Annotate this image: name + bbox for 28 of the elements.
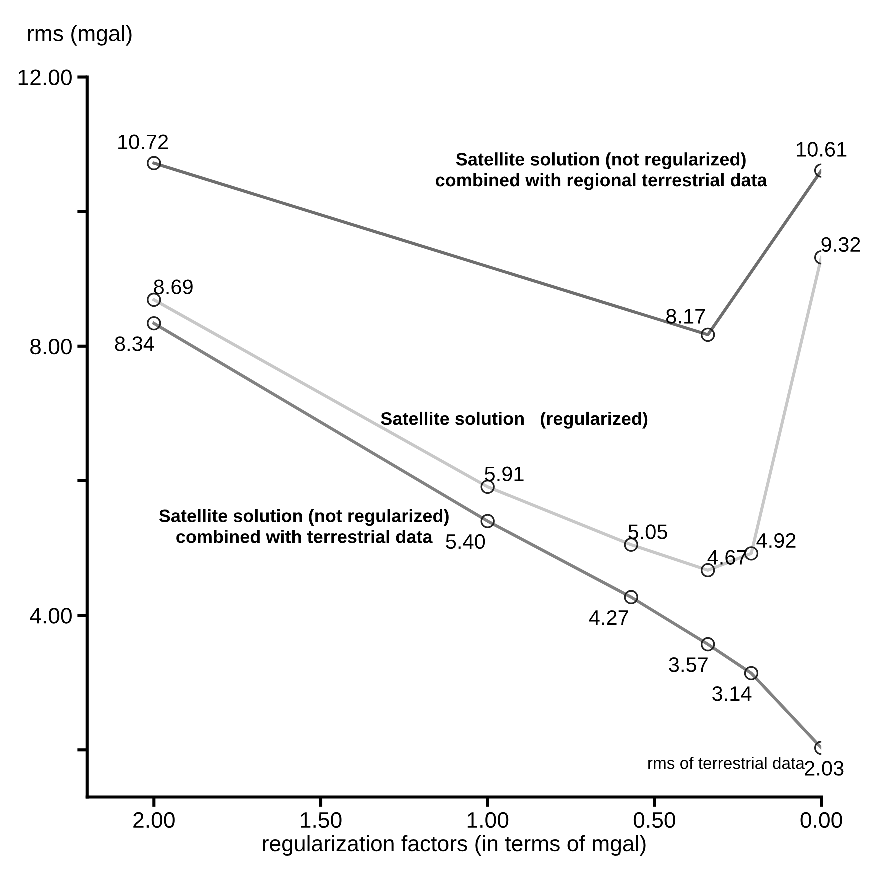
data-label: 4.92: [756, 533, 796, 548]
data-label: 2.03: [805, 761, 844, 776]
data-label: 3.57: [669, 658, 708, 672]
x-tick-label: 2.00: [134, 812, 175, 828]
data-label: 9.32: [822, 237, 860, 252]
x-tick-label: 1.00: [468, 812, 509, 828]
data-label: 8.69: [154, 280, 193, 294]
data-label: 8.17: [666, 309, 706, 324]
y-axis-title: rms (mgal): [28, 25, 132, 46]
data-label: 5.91: [485, 466, 524, 482]
data-label: 10.72: [118, 134, 168, 150]
y-tick-label: 8.00: [30, 338, 72, 355]
data-label: 5.05: [628, 524, 668, 540]
y-tick-label: 12.00: [18, 70, 72, 86]
x-axis-title: regularization factors (in terms of mgal): [263, 835, 646, 856]
x-tick-label: 0.00: [800, 812, 842, 828]
data-label: 5.40: [446, 534, 486, 550]
data-label: 3.14: [712, 686, 752, 702]
x-tick-label: 0.50: [634, 812, 676, 828]
data-label: 4.27: [589, 610, 628, 625]
data-label: 10.61: [797, 142, 847, 157]
series-label: Satellite solution (not regularized) combined with regional terrestrial data: [436, 152, 768, 190]
series-label: Satellite solution (regularized): [381, 412, 648, 429]
annotation: rms of terrestrial data: [648, 757, 805, 770]
x-tick-label: 1.50: [301, 812, 342, 828]
data-label: 8.34: [115, 336, 154, 352]
y-tick-label: 4.00: [30, 608, 72, 624]
data-label: 4.67: [708, 550, 747, 565]
